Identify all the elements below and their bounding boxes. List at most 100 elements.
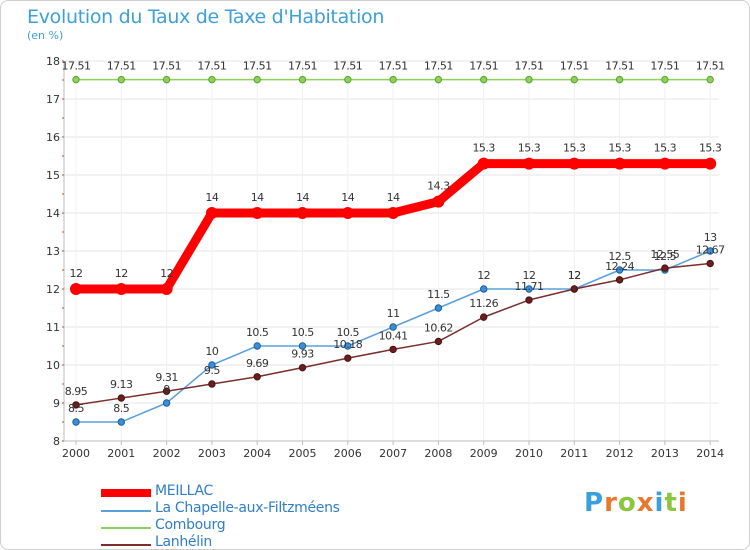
series-1-point bbox=[434, 304, 443, 312]
series-0-point bbox=[341, 207, 354, 219]
y-tick-label: 16 bbox=[46, 131, 60, 144]
brand-letter: i bbox=[677, 488, 688, 518]
series-1-data-label: 10 bbox=[205, 345, 218, 358]
series-1-data-label: 11.5 bbox=[427, 288, 450, 301]
series-2-data-label: 17.51 bbox=[379, 60, 408, 73]
series-3-point bbox=[117, 394, 126, 402]
series-3-data-label: 9.5 bbox=[204, 364, 220, 377]
series-0-data-label: 14 bbox=[251, 191, 264, 204]
series-0-point bbox=[658, 157, 671, 170]
y-tick-label: 11 bbox=[46, 321, 60, 334]
legend-label-lanhelin: Lanhélin bbox=[155, 534, 212, 550]
series-0-data-label: 14 bbox=[387, 191, 400, 204]
series-3-point bbox=[615, 276, 624, 284]
series-0-point bbox=[115, 283, 128, 295]
brand-letter: o bbox=[617, 488, 637, 518]
series-2-data-label: 17.51 bbox=[243, 60, 272, 73]
series-2-point bbox=[117, 75, 126, 84]
series-1-data-label: 11 bbox=[387, 307, 400, 320]
legend-item-combourg[interactable]: Combourg bbox=[101, 517, 421, 536]
series-0-point bbox=[568, 157, 581, 170]
series-1-point bbox=[615, 266, 624, 274]
series-3-data-label: 8.95 bbox=[65, 385, 88, 398]
y-tick-label: 12 bbox=[46, 283, 60, 296]
series-1-point bbox=[72, 418, 80, 426]
x-tick-label: 2010 bbox=[515, 447, 543, 460]
series-2-point bbox=[253, 75, 261, 84]
legend-swatch-meillac bbox=[101, 489, 151, 497]
series-1-data-label: 8.5 bbox=[68, 402, 84, 415]
series-2-data-label: 17.51 bbox=[197, 60, 226, 73]
x-tick-label: 2005 bbox=[289, 447, 317, 460]
y-tick-label: 10 bbox=[46, 359, 60, 372]
series-2-point bbox=[661, 75, 669, 84]
series-1-point bbox=[344, 342, 352, 350]
series-3-point bbox=[570, 285, 578, 293]
series-3-point bbox=[389, 345, 397, 354]
x-tick-label: 2003 bbox=[198, 447, 226, 460]
series-3-point bbox=[480, 313, 488, 321]
y-tick-label: 13 bbox=[46, 245, 60, 258]
series-0-point bbox=[523, 157, 535, 170]
legend-item-lanhelin[interactable]: Lanhélin bbox=[101, 534, 421, 550]
series-2-point bbox=[298, 75, 307, 84]
series-2-data-label: 17.51 bbox=[515, 60, 544, 73]
chart-unit-label: (en %) bbox=[27, 29, 64, 42]
series-3-point bbox=[344, 354, 352, 362]
x-tick-label: 2011 bbox=[560, 447, 588, 460]
series-2-point bbox=[208, 75, 216, 84]
series-1-data-label: 12 bbox=[477, 269, 490, 282]
series-3-point bbox=[162, 387, 171, 395]
series-3-data-label: 11.71 bbox=[515, 280, 544, 293]
series-0-data-label: 14.3 bbox=[427, 180, 450, 193]
legend-label-combourg: Combourg bbox=[155, 517, 226, 533]
series-0-point bbox=[70, 283, 82, 295]
brand-letter: x bbox=[636, 488, 655, 518]
chart-legend: MEILLAC La Chapelle-aux-Filtzméens Combo… bbox=[101, 483, 421, 550]
series-0-data-label: 12 bbox=[70, 267, 83, 280]
series-3-data-label: 9.31 bbox=[155, 371, 178, 384]
series-0-point bbox=[296, 207, 309, 219]
series-2-point bbox=[525, 75, 533, 84]
series-3-data-label: 9.69 bbox=[246, 357, 269, 370]
legend-label-meillac: MEILLAC bbox=[155, 483, 213, 499]
y-tick-label: 17 bbox=[46, 93, 60, 106]
legend-item-meillac[interactable]: MEILLAC bbox=[101, 483, 421, 502]
series-3-data-label: 9.13 bbox=[110, 378, 133, 391]
series-1-data-label: 12.5 bbox=[654, 250, 677, 263]
series-0-data-label: 14 bbox=[341, 191, 354, 204]
series-0-point bbox=[251, 207, 264, 219]
series-2-data-label: 17.51 bbox=[560, 60, 589, 73]
legend-swatch-combourg bbox=[101, 527, 151, 529]
series-2-data-label: 17.51 bbox=[152, 60, 181, 73]
line-chart: 8 9 10 11 12 13 14 15 16 17 18 2000 2001 2002 2003 2004… bbox=[46, 55, 726, 460]
x-tick-label: 2006 bbox=[334, 447, 362, 460]
series-2-point bbox=[480, 75, 488, 84]
series-1-data-label: 10.5 bbox=[337, 326, 360, 339]
series-0-data-label: 12 bbox=[115, 267, 128, 280]
series-2-data-label: 17.51 bbox=[107, 60, 136, 73]
series-0-point bbox=[432, 195, 445, 208]
series-1-data-label: 12.5 bbox=[608, 250, 631, 263]
brand-letter: r bbox=[604, 488, 618, 518]
x-tick-label: 2002 bbox=[153, 447, 181, 460]
series-2-data-label: 17.51 bbox=[62, 60, 91, 73]
brand-letter: i bbox=[654, 488, 665, 518]
series-2-point bbox=[162, 75, 171, 84]
series-1-data-label: 8.5 bbox=[113, 402, 129, 415]
series-0-point bbox=[205, 207, 218, 219]
series-3-data-label: 9.93 bbox=[291, 348, 314, 361]
series-1-point bbox=[706, 247, 714, 255]
x-tick-label: 2004 bbox=[243, 447, 271, 460]
series-1-point bbox=[253, 342, 261, 350]
series-0-data-label: 15.3 bbox=[472, 142, 495, 155]
series-2-data-label: 17.51 bbox=[650, 60, 679, 73]
series-1-data-label: 9 bbox=[163, 383, 170, 396]
y-tick-label: 8 bbox=[53, 435, 60, 448]
x-tick-label: 2008 bbox=[424, 447, 452, 460]
series-3-point bbox=[434, 337, 443, 346]
series-2-point bbox=[706, 75, 714, 84]
legend-item-la-chapelle[interactable]: La Chapelle-aux-Filtzméens bbox=[101, 500, 421, 519]
series-0-data-label: 15.3 bbox=[518, 142, 541, 155]
